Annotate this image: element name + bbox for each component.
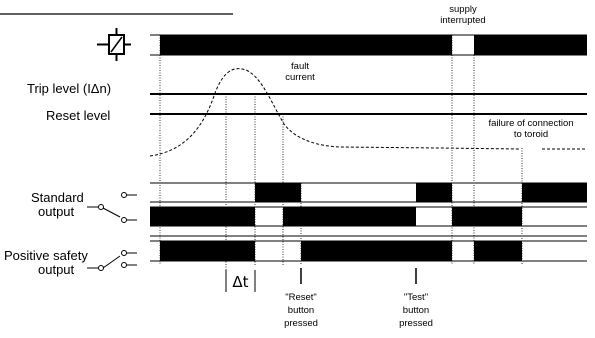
standard-output-label-line2: output (38, 204, 75, 219)
standard-output-contact-icon (87, 192, 137, 223)
positive-safety-track-bottom (150, 240, 587, 262)
standard-output-label-line1: Standard (31, 190, 84, 205)
test-button-label-line3: pressed (399, 318, 433, 329)
positive-safety-label-line2: output (38, 262, 75, 277)
trip-level-label: Trip level (IΔn) (27, 81, 111, 96)
fault-current-curve (149, 68, 521, 157)
reset-level-label: Reset level (46, 108, 110, 123)
fault-current-label-line1: fault (291, 61, 309, 72)
supply-waveform (150, 34, 587, 56)
supply-interrupted-label-line1: supply (449, 4, 477, 15)
reset-button-label-line1: "Reset" (285, 292, 317, 303)
positive-safety-contact-icon (87, 250, 137, 271)
reset-button-label-line3: pressed (284, 318, 318, 329)
test-button-label-line2: button (403, 305, 429, 316)
standard-output-track-top (150, 182, 587, 203)
toroid-failure-label-line1: failure of connection (488, 118, 573, 129)
relay-coil-icon (97, 28, 131, 61)
standard-output-track-bottom (150, 206, 587, 227)
positive-safety-label-line1: Positive safety (4, 248, 88, 263)
delta-t-label: Δt (232, 273, 248, 291)
test-button-label-line1: "Test" (404, 292, 428, 303)
fault-current-label-line2: current (285, 72, 315, 83)
supply-interrupted-label-line2: interrupted (440, 15, 485, 26)
toroid-failure-label-line2: to toroid (514, 129, 548, 140)
reset-button-label-line2: button (288, 305, 314, 316)
